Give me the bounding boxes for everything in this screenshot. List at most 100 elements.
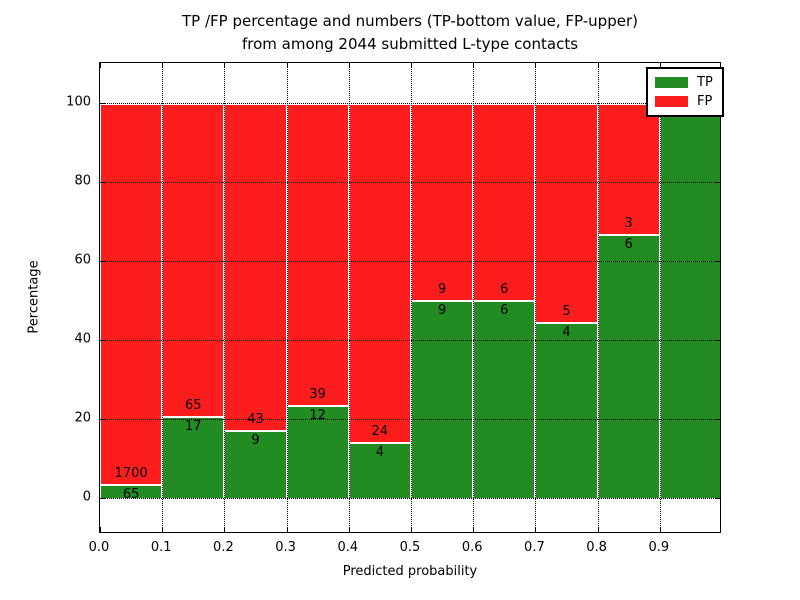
x-tick-mark-top <box>411 63 412 68</box>
h-gridline <box>100 340 720 342</box>
v-gridline <box>162 63 164 532</box>
bar-segment-tp <box>474 300 535 499</box>
y-tick-label: 0 <box>82 489 91 505</box>
bar-segment-tp <box>598 234 659 499</box>
x-tick-label: 0.4 <box>337 540 359 555</box>
x-tick-label: 0.2 <box>213 540 234 555</box>
x-tick-label: 0.5 <box>399 540 421 555</box>
v-gridline <box>659 63 661 532</box>
x-tick-label: 0.1 <box>150 540 172 555</box>
tp-count-label: 4 <box>375 444 385 460</box>
x-tick-mark <box>535 527 537 532</box>
x-tick-label: 0.6 <box>461 540 483 555</box>
x-tick-mark <box>659 527 661 532</box>
legend-swatch-fp <box>655 96 688 107</box>
x-tick-mark <box>224 527 226 532</box>
y-tick-label: 60 <box>74 252 91 268</box>
x-tick-mark <box>162 527 164 532</box>
y-tick-mark-right <box>715 260 720 262</box>
tp-count-label: 4 <box>562 325 571 341</box>
y-tick-label: 100 <box>66 94 91 110</box>
x-tick-mark <box>473 527 475 532</box>
fp-count-label: 65 <box>185 398 202 414</box>
fp-count-label: 5 <box>562 304 571 320</box>
bar-segment-fp <box>598 102 659 235</box>
v-gridline <box>286 63 288 532</box>
x-tick-label: 0.9 <box>648 540 670 555</box>
v-gridline <box>535 63 537 532</box>
tp-count-label: 9 <box>437 303 447 319</box>
fp-count-label: 24 <box>371 423 389 439</box>
fp-count-label: 6 <box>500 282 509 298</box>
bar-segment-fp <box>412 102 473 301</box>
y-tick-mark-right <box>715 340 720 342</box>
y-tick-label: 40 <box>74 331 91 347</box>
y-tick-mark <box>100 181 105 183</box>
x-tick-mark <box>286 527 288 532</box>
h-gridline <box>100 498 720 500</box>
bar-segment-tp <box>660 102 720 499</box>
legend-swatch-tp <box>655 77 688 88</box>
x-tick-label: 0.3 <box>275 540 296 555</box>
x-tick-mark-top <box>162 63 164 68</box>
bar-segment-tp <box>287 405 348 499</box>
y-tick-mark <box>100 419 105 421</box>
v-gridline <box>473 63 475 532</box>
legend-label-fp: FP <box>697 94 713 109</box>
fp-count-label: 39 <box>309 387 326 403</box>
y-tick-mark <box>100 260 105 262</box>
fp-count-label: 1700 <box>114 465 148 481</box>
legend-row-fp: FP <box>655 92 713 111</box>
x-tick-label: 0.0 <box>88 540 110 555</box>
x-tick-mark <box>597 527 599 532</box>
bar-segment-fp <box>474 102 535 301</box>
bar-segment-fp <box>287 102 348 406</box>
legend-row-tp: TP <box>655 73 713 92</box>
bar-segment-tp <box>349 441 410 499</box>
h-gridline <box>100 419 720 421</box>
v-gridline <box>411 63 412 532</box>
y-tick-mark <box>100 498 105 500</box>
x-tick-mark-top <box>659 63 661 68</box>
fp-count-label: 9 <box>437 282 447 298</box>
y-tick-label: 80 <box>74 173 91 189</box>
chart-title: TP /FP percentage and numbers (TP-bottom… <box>99 10 721 56</box>
x-tick-label: 0.7 <box>524 540 545 555</box>
tp-count-label: 9 <box>251 432 260 448</box>
v-gridline <box>224 63 226 532</box>
x-tick-label: 0.8 <box>586 540 607 555</box>
h-gridline <box>100 102 720 104</box>
y-tick-mark-right <box>715 419 720 421</box>
x-tick-mark-top <box>224 63 226 68</box>
bar-segment-tp <box>163 416 224 499</box>
x-tick-mark <box>348 527 350 532</box>
x-axis-label: Predicted probability <box>342 564 478 579</box>
h-gridline <box>100 260 720 262</box>
bar-segment-fp <box>349 102 410 442</box>
chart-title-line2: from among 2044 submitted L-type contact… <box>241 35 579 53</box>
chart-title-line1: TP /FP percentage and numbers (TP-bottom… <box>182 12 638 30</box>
v-gridline <box>597 63 599 532</box>
x-tick-mark-top <box>473 63 475 68</box>
x-tick-mark-top <box>597 63 599 68</box>
y-tick-mark <box>100 340 105 342</box>
h-gridline <box>100 181 720 183</box>
x-tick-mark <box>411 527 412 532</box>
bar-segment-fp <box>101 102 162 484</box>
x-tick-mark-top <box>348 63 350 68</box>
tp-count-label: 17 <box>185 419 202 435</box>
tp-count-label: 6 <box>624 237 633 253</box>
fp-count-label: 43 <box>247 411 264 427</box>
y-tick-mark <box>100 102 105 104</box>
bar-segment-tp <box>101 483 162 499</box>
bar-segment-tp <box>412 300 473 499</box>
y-axis-label: Percentage <box>26 260 42 334</box>
x-tick-mark-top <box>100 63 101 68</box>
bar-segment-tp <box>536 322 597 499</box>
x-tick-mark-top <box>286 63 288 68</box>
y-tick-label: 20 <box>74 410 91 426</box>
legend-label-tp: TP <box>697 75 713 90</box>
v-gridline <box>348 63 350 532</box>
legend: TP FP <box>646 67 724 117</box>
